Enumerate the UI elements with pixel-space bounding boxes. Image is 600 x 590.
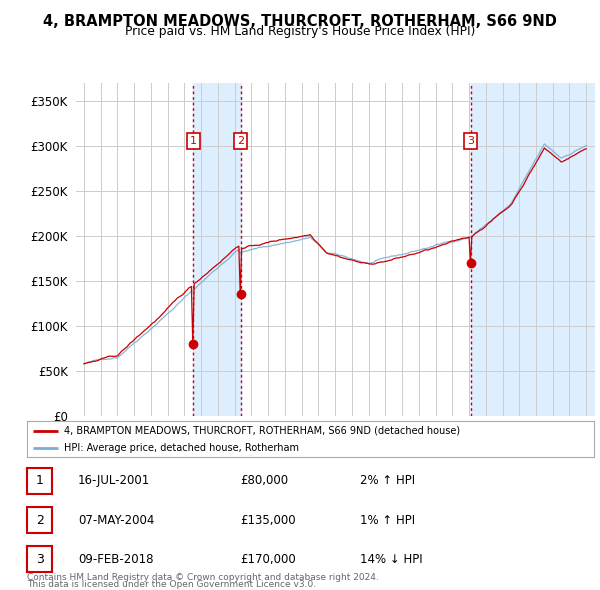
Text: 1: 1 — [35, 474, 44, 487]
Text: 4, BRAMPTON MEADOWS, THURCROFT, ROTHERHAM, S66 9ND (detached house): 4, BRAMPTON MEADOWS, THURCROFT, ROTHERHA… — [64, 425, 460, 435]
Text: 14% ↓ HPI: 14% ↓ HPI — [360, 553, 422, 566]
Text: HPI: Average price, detached house, Rotherham: HPI: Average price, detached house, Roth… — [64, 443, 299, 453]
Text: 2: 2 — [237, 136, 244, 146]
Text: 4, BRAMPTON MEADOWS, THURCROFT, ROTHERHAM, S66 9ND: 4, BRAMPTON MEADOWS, THURCROFT, ROTHERHA… — [43, 14, 557, 28]
Text: £170,000: £170,000 — [240, 553, 296, 566]
Text: 3: 3 — [467, 136, 474, 146]
Text: 2% ↑ HPI: 2% ↑ HPI — [360, 474, 415, 487]
Text: Price paid vs. HM Land Registry's House Price Index (HPI): Price paid vs. HM Land Registry's House … — [125, 25, 475, 38]
Text: 16-JUL-2001: 16-JUL-2001 — [78, 474, 150, 487]
Text: Contains HM Land Registry data © Crown copyright and database right 2024.: Contains HM Land Registry data © Crown c… — [27, 573, 379, 582]
Text: 3: 3 — [35, 553, 44, 566]
Text: 2: 2 — [35, 514, 44, 527]
Text: £80,000: £80,000 — [240, 474, 288, 487]
Text: 1: 1 — [190, 136, 197, 146]
Text: £135,000: £135,000 — [240, 514, 296, 527]
Text: 1% ↑ HPI: 1% ↑ HPI — [360, 514, 415, 527]
Text: 07-MAY-2004: 07-MAY-2004 — [78, 514, 154, 527]
Text: This data is licensed under the Open Government Licence v3.0.: This data is licensed under the Open Gov… — [27, 581, 316, 589]
Bar — [471, 83, 595, 416]
Bar — [193, 83, 241, 416]
Text: 09-FEB-2018: 09-FEB-2018 — [78, 553, 154, 566]
